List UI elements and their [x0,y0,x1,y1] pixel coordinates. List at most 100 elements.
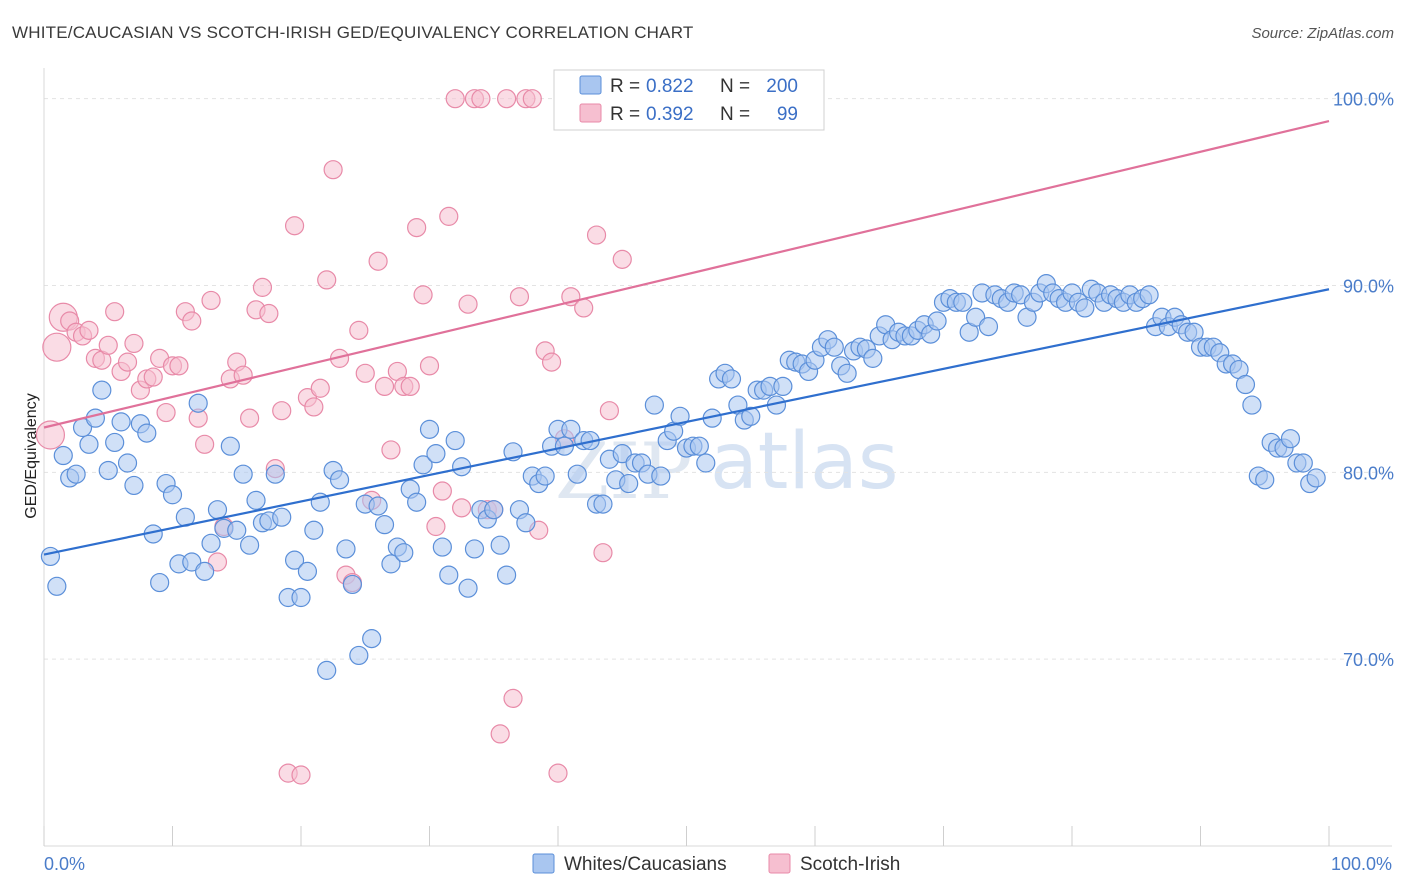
whites-point [863,348,883,368]
y-tick-label: 80.0% [1343,463,1394,483]
whites-point [85,408,106,428]
whites-point [329,470,350,490]
series-scotch-irish-points [35,89,677,785]
series-whites-points [40,274,1326,680]
scotch-irish-point [541,352,562,372]
scotch-irish-point [407,217,427,238]
x-tick-label-min: 0.0% [44,854,85,874]
scotch-irish-point [381,440,401,460]
scotch-irish-point [452,498,472,518]
scotch-irish-point [201,290,221,311]
scotch-irish-point [368,251,388,271]
scotch-irish-point [586,225,607,245]
scotch-irish-point [445,89,465,109]
y-tick-labels: 70.0% 80.0% 90.0% 100.0% [1333,90,1394,670]
stats-legend-r-label-pink: R = [610,104,640,125]
trend-line-whites [43,288,1330,556]
whites-point [978,317,999,337]
scotch-irish-point [458,294,478,314]
whites-point [201,533,221,553]
whites-point [426,444,446,464]
whites-point [336,539,356,559]
scotch-irish-point [593,543,613,563]
whites-point [464,539,485,559]
whites-point [47,576,67,596]
whites-point [117,453,138,473]
whites-point [1075,298,1095,318]
whites-point [188,393,208,413]
whites-point [497,565,517,585]
whites-point [92,380,112,400]
scotch-irish-point [432,481,452,501]
whites-point [407,492,427,512]
stats-legend-n-blue: 200 [766,76,798,97]
scotch-irish-point [612,249,632,269]
y-tick-label: 100.0% [1333,90,1394,110]
stats-legend-n-label-pink: N = [720,104,750,125]
scotch-irish-point [207,552,228,572]
whites-point [162,485,183,505]
chart-title: WHITE/CAUCASIAN VS SCOTCH-IRISH GED/EQUI… [12,23,693,42]
whites-point [297,561,318,581]
y-tick-label: 70.0% [1343,650,1394,670]
scotch-irish-point [574,298,594,318]
scotch-irish-point [79,320,99,340]
whites-point [619,473,639,494]
whites-point [79,434,99,454]
scotch-irish-point [124,333,144,354]
whites-point [368,496,388,516]
whites-point [741,406,761,426]
scotch-irish-point [426,516,446,537]
whites-point [265,464,285,484]
scotch-irish-point [522,89,542,109]
whites-point [966,307,986,327]
whites-point [516,513,536,533]
trend-line-scotch-irish [43,120,1330,429]
whites-point [837,363,857,383]
scotch-irish-point [548,763,568,783]
whites-point [374,515,395,535]
stats-legend-n-label-blue: N = [720,76,750,97]
scotch-irish-point [374,376,395,396]
scotch-irish-point [490,724,510,744]
scotch-irish-point [304,397,324,417]
scotch-irish-point [509,287,530,307]
whites-point [696,453,716,473]
scotch-irish-point [291,765,311,785]
stats-legend-r-pink: 0.392 [646,104,694,125]
scotch-irish-point [35,420,66,450]
whites-point [220,436,240,456]
scotch-irish-point [182,311,202,331]
scotch-irish-point [413,285,433,305]
whites-point [773,376,793,396]
stats-legend-swatch-pink [579,103,602,123]
whites-point [233,464,253,484]
whites-point [1306,468,1326,488]
scotch-irish-point [355,363,375,383]
legend-swatch-whites [532,853,555,874]
legend-label-scotch-irish: Scotch-Irish [800,854,900,875]
scotch-irish-point [259,303,279,324]
watermark-atlas: atlas [710,417,899,507]
stats-legend-r-blue: 0.822 [646,76,694,97]
whites-point [111,412,131,432]
stats-legend: R = 0.822 N = 200 R = 0.392 N = 99 [553,69,825,131]
whites-point [150,572,170,593]
whites-point [458,578,478,598]
whites-point [1255,470,1275,490]
whites-point [651,466,671,486]
y-axis-label: GED/Equivalency [23,393,40,518]
whites-point [670,406,690,426]
whites-point [953,292,973,312]
scotch-irish-point [105,302,125,322]
scotch-irish-point [471,89,491,109]
whites-point [689,436,709,456]
whites-point [291,587,311,608]
whites-point [182,552,202,572]
stats-legend-n-pink: 99 [777,104,798,125]
whites-point [593,494,613,514]
whites-point [439,565,459,585]
x-tick-marks [43,826,1330,846]
stats-legend-r-label-blue: R = [610,76,640,97]
